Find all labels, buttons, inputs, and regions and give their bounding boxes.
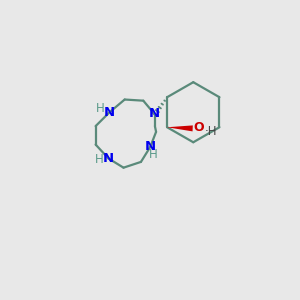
Text: O: O: [194, 121, 204, 134]
Text: ·H: ·H: [205, 125, 217, 138]
Text: N: N: [148, 107, 160, 120]
Text: N: N: [103, 152, 114, 165]
Polygon shape: [167, 125, 193, 131]
Text: H: H: [96, 102, 105, 115]
Text: N: N: [145, 140, 156, 153]
Text: N: N: [104, 106, 115, 119]
Text: H: H: [95, 153, 104, 166]
Text: H: H: [149, 148, 158, 161]
